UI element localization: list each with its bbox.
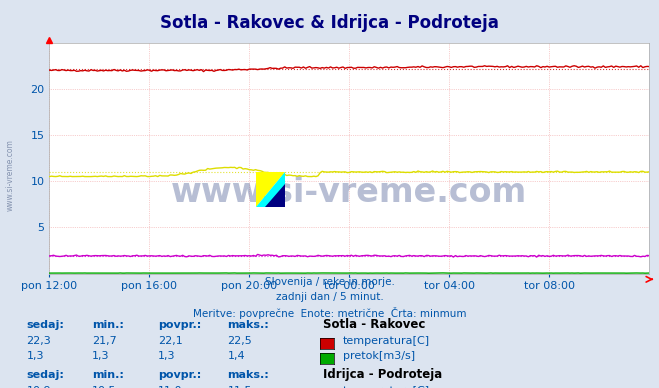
Text: 1,4: 1,4 <box>227 351 245 361</box>
Polygon shape <box>256 172 285 207</box>
Text: 22,1: 22,1 <box>158 336 183 346</box>
Text: Sotla - Rakovec & Idrijca - Podroteja: Sotla - Rakovec & Idrijca - Podroteja <box>160 14 499 31</box>
Text: 1,3: 1,3 <box>158 351 176 361</box>
Text: sedaj:: sedaj: <box>26 320 64 330</box>
Text: min.:: min.: <box>92 369 124 379</box>
Text: 10,5: 10,5 <box>92 386 117 388</box>
Text: Idrijca - Podroteja: Idrijca - Podroteja <box>323 367 442 381</box>
Text: 22,3: 22,3 <box>26 336 51 346</box>
Text: temperatura[C]: temperatura[C] <box>343 386 430 388</box>
Text: temperatura[C]: temperatura[C] <box>343 336 430 346</box>
Text: 1,3: 1,3 <box>26 351 44 361</box>
Text: 1,3: 1,3 <box>92 351 110 361</box>
Text: www.si-vreme.com: www.si-vreme.com <box>5 139 14 211</box>
Text: 11,5: 11,5 <box>227 386 252 388</box>
Text: Meritve: povprečne  Enote: metrične  Črta: minmum: Meritve: povprečne Enote: metrične Črta:… <box>192 307 467 319</box>
Text: Sotla - Rakovec: Sotla - Rakovec <box>323 318 425 331</box>
Text: maks.:: maks.: <box>227 320 269 330</box>
Text: 21,7: 21,7 <box>92 336 117 346</box>
Text: min.:: min.: <box>92 320 124 330</box>
Text: povpr.:: povpr.: <box>158 320 202 330</box>
Polygon shape <box>265 184 285 207</box>
Text: 11,0: 11,0 <box>158 386 183 388</box>
Polygon shape <box>256 172 285 207</box>
Text: www.si-vreme.com: www.si-vreme.com <box>171 176 527 209</box>
Text: maks.:: maks.: <box>227 369 269 379</box>
Text: pretok[m3/s]: pretok[m3/s] <box>343 351 415 361</box>
Text: Slovenija / reke in morje.: Slovenija / reke in morje. <box>264 277 395 288</box>
Text: 22,5: 22,5 <box>227 336 252 346</box>
Text: sedaj:: sedaj: <box>26 369 64 379</box>
Text: povpr.:: povpr.: <box>158 369 202 379</box>
Text: 10,9: 10,9 <box>26 386 51 388</box>
Text: zadnji dan / 5 minut.: zadnji dan / 5 minut. <box>275 292 384 302</box>
